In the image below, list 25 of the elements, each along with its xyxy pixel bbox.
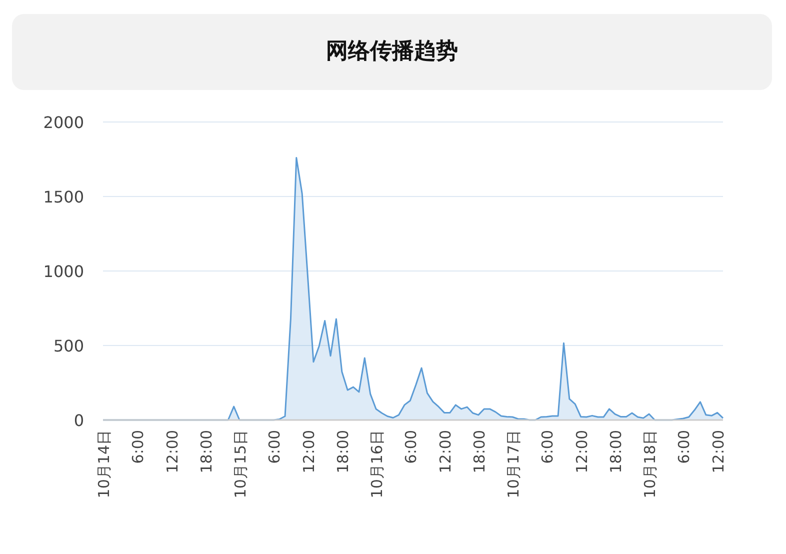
y-tick-label: 1500 bbox=[43, 188, 84, 206]
x-tick-label: 12:00 bbox=[300, 430, 318, 474]
x-tick-label: 6:00 bbox=[675, 430, 694, 464]
x-tick-label: 12:00 bbox=[709, 430, 728, 474]
x-tick-label: 12:00 bbox=[436, 430, 454, 474]
y-tick-label: 0 bbox=[74, 411, 84, 430]
x-tick-label: 6:00 bbox=[266, 430, 284, 464]
y-tick-label: 2000 bbox=[43, 113, 84, 132]
x-tick-label: 6:00 bbox=[402, 430, 420, 464]
x-tick-label: 6:00 bbox=[129, 430, 148, 464]
x-tick-label: 10月14日 bbox=[95, 430, 113, 498]
x-tick-label: 18:00 bbox=[606, 430, 625, 474]
x-tick-label: 10月18日 bbox=[641, 430, 660, 498]
y-tick-label: 500 bbox=[53, 336, 84, 356]
x-tick-label: 10月15日 bbox=[232, 430, 250, 498]
x-tick-label: 10月16日 bbox=[368, 430, 386, 498]
chart-title: 网络传播趋势 bbox=[326, 38, 458, 63]
x-tick-label: 10月17日 bbox=[504, 430, 523, 498]
x-tick-label: 12:00 bbox=[163, 430, 182, 474]
x-tick-label: 6:00 bbox=[538, 430, 557, 464]
y-tick-label: 1000 bbox=[43, 262, 84, 281]
x-tick-label: 18:00 bbox=[470, 430, 488, 474]
x-tick-label: 12:00 bbox=[572, 430, 591, 474]
x-tick-label: 18:00 bbox=[334, 430, 352, 474]
x-tick-label: 18:00 bbox=[197, 430, 216, 474]
